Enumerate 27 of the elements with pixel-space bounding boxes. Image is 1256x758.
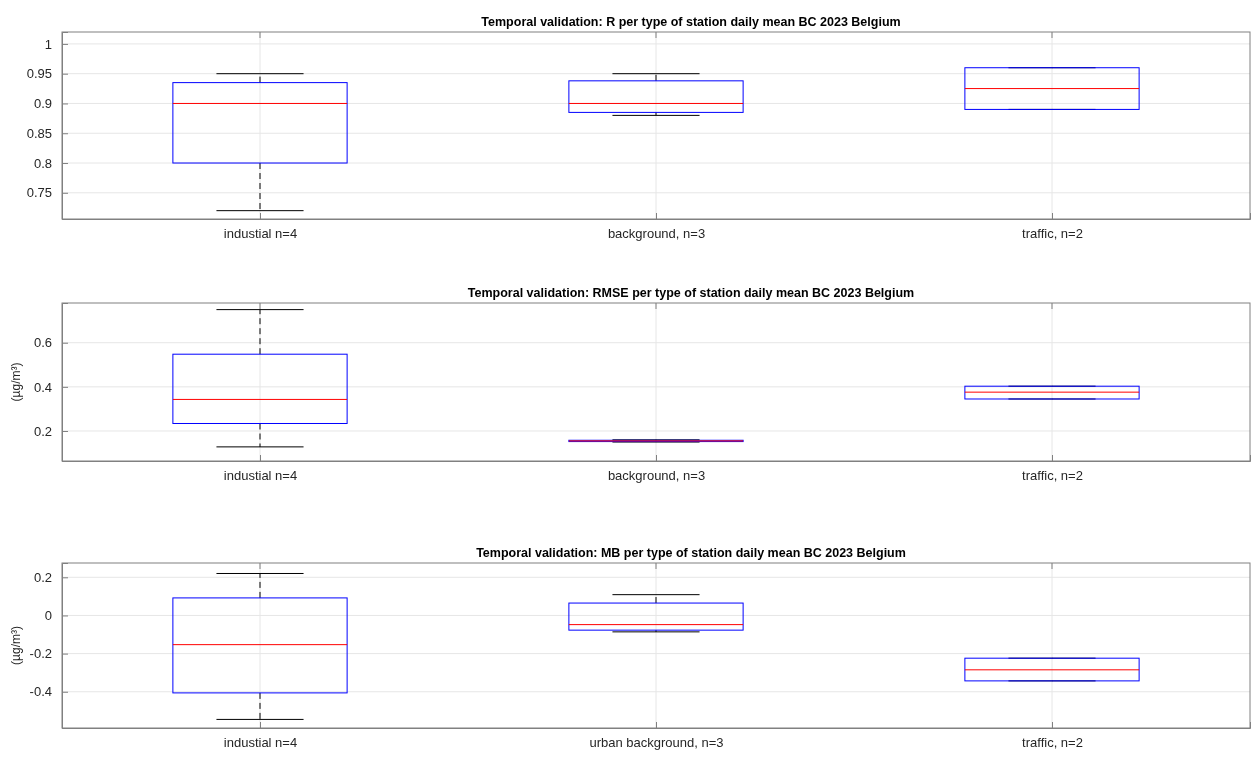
y-tick-label: 0.75 bbox=[26, 185, 52, 201]
y-tick-label: 0.4 bbox=[33, 379, 52, 395]
x-tick-label: traffic, n=2 bbox=[1022, 226, 1083, 242]
x-tick-label: urban background, n=3 bbox=[589, 735, 724, 751]
y-tick-label: 0.8 bbox=[33, 155, 52, 171]
y-tick-label: 1 bbox=[44, 36, 52, 52]
y-tick-label: -0.4 bbox=[29, 684, 52, 700]
chart-title: Temporal validation: RMSE per type of station daily mean BC 2023 Belgium bbox=[467, 286, 915, 300]
x-tick-label: background, n=3 bbox=[607, 468, 706, 484]
y-tick-label: 0.2 bbox=[33, 569, 52, 585]
y-tick-label: 0 bbox=[44, 608, 52, 624]
x-tick-label: industial n=4 bbox=[223, 468, 298, 484]
x-tick-label: industial n=4 bbox=[223, 226, 298, 242]
y-tick-label: 0.85 bbox=[26, 125, 52, 141]
x-tick-label: industial n=4 bbox=[223, 735, 298, 751]
y-tick-label: 0.9 bbox=[33, 96, 52, 112]
x-tick-label: traffic, n=2 bbox=[1022, 735, 1083, 751]
y-tick-label: 0.6 bbox=[33, 335, 52, 351]
chart-title: Temporal validation: R per type of station daily mean BC 2023 Belgium bbox=[481, 15, 901, 29]
x-tick-label: traffic, n=2 bbox=[1022, 468, 1083, 484]
y-tick-label: 0.95 bbox=[26, 66, 52, 82]
y-tick-label: 0.2 bbox=[33, 423, 52, 439]
y-tick-label: -0.2 bbox=[29, 646, 52, 662]
chart-title: Temporal validation: MB per type of station daily mean BC 2023 Belgium bbox=[476, 546, 906, 560]
x-tick-label: background, n=3 bbox=[607, 226, 706, 242]
y-axis-title: (µg/m³) bbox=[9, 626, 23, 665]
y-axis-title: (µg/m³) bbox=[9, 362, 23, 402]
